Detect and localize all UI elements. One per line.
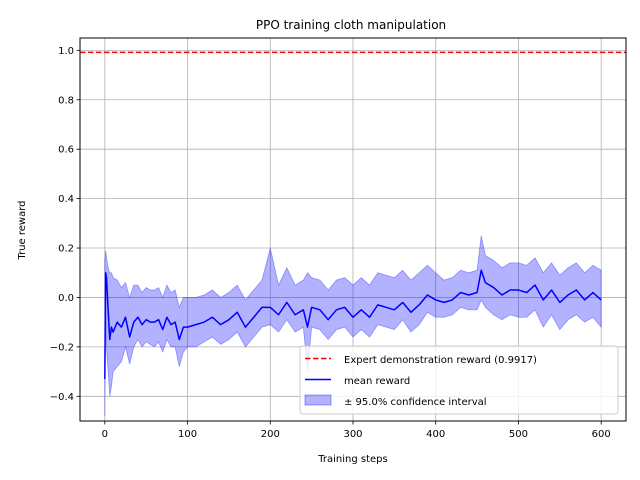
- legend-swatch-band: [304, 394, 332, 406]
- y-tick-label: 0.0: [58, 293, 74, 304]
- legend-label-band: ± 95.0% confidence interval: [344, 397, 487, 408]
- legend: Expert demonstration reward (0.9917) mea…: [299, 345, 619, 415]
- x-tick-label: 400: [426, 429, 445, 440]
- y-tick-label: 0.8: [58, 95, 74, 106]
- x-tick-label: 200: [261, 429, 280, 440]
- band-layer: [104, 235, 602, 417]
- x-tick-label: 500: [509, 429, 528, 440]
- x-axis: 0 100 200 300 400 500 600: [102, 421, 611, 440]
- legend-label-expert: Expert demonstration reward (0.9917): [344, 355, 537, 366]
- y-tick-label: 0.2: [58, 244, 74, 255]
- plot-data: [80, 51, 626, 417]
- legend-label-mean: mean reward: [344, 376, 410, 387]
- x-tick-label: 300: [343, 429, 362, 440]
- y-tick-label: −0.2: [50, 342, 74, 353]
- line-layer: [80, 51, 626, 379]
- y-tick-label: 0.6: [58, 145, 74, 156]
- y-axis-label: True reward: [17, 200, 28, 260]
- legend-box: [299, 345, 619, 415]
- x-tick-label: 600: [592, 429, 611, 440]
- y-tick-label: 0.4: [58, 194, 74, 205]
- chart-title: PPO training cloth manipulation: [256, 18, 446, 32]
- y-axis: −0.4 −0.2 0.0 0.2 0.4 0.6 0.8 1.0: [50, 46, 80, 403]
- y-tick-label: 1.0: [58, 46, 74, 57]
- confidence-band: [104, 235, 602, 417]
- x-tick-label: 100: [178, 429, 197, 440]
- mean-reward-line: [104, 269, 602, 379]
- x-axis-label: Training steps: [317, 454, 387, 465]
- x-tick-label: 0: [102, 429, 108, 440]
- y-tick-label: −0.4: [50, 392, 74, 403]
- grid: [80, 38, 626, 421]
